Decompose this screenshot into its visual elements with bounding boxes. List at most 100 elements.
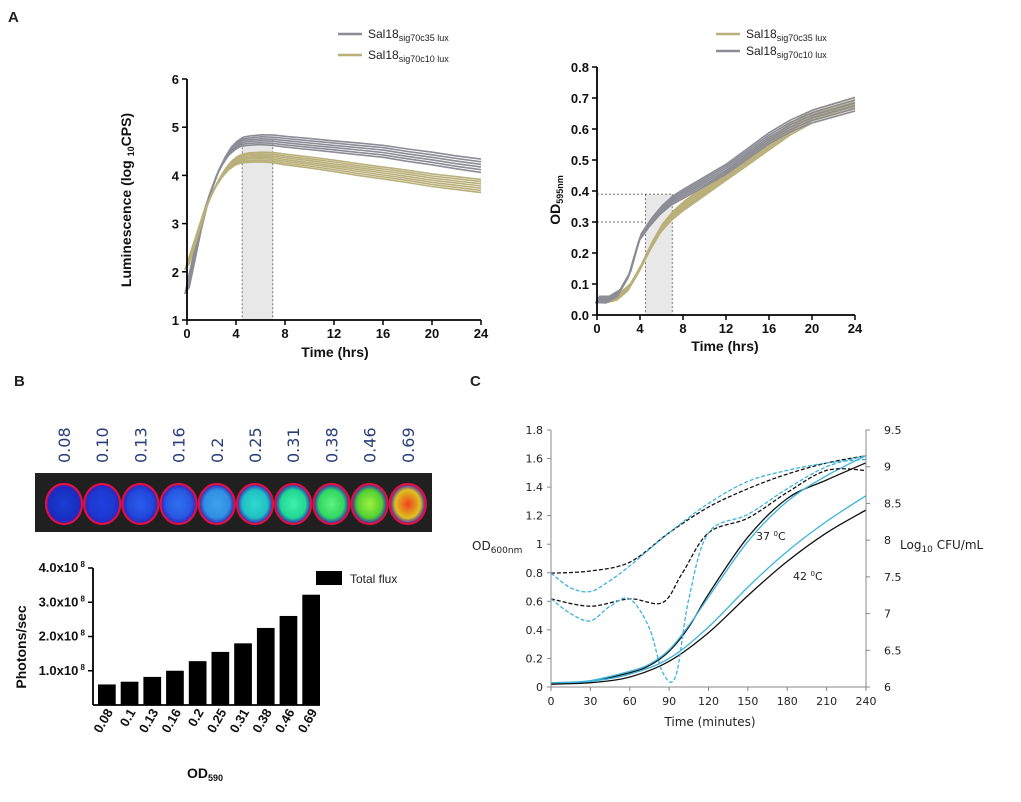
- chart-a2-ytick-label-0: 0.0: [571, 308, 589, 323]
- chart-b-ytick-label-4: 4.0x10 8: [39, 560, 86, 575]
- chart-a2-xtick-label-4: 16: [762, 321, 776, 336]
- well-1: [44, 482, 84, 526]
- chart-b-bar-4: [166, 670, 184, 705]
- chart-c-annotation-37c: 37 0C: [756, 530, 786, 543]
- chart-b-bar-1: [98, 684, 116, 705]
- chart-c-series-3: [550, 509, 867, 685]
- chart-a1-legend-label-1: Sal18sig70c35 lux: [368, 27, 449, 43]
- chart-b-total-flux: 0.08 0.10.130.16 0.20.250.310.380.460.69 1.…: [13, 560, 397, 783]
- chart-c-ytick-left-label-7: 1.4: [526, 481, 544, 494]
- chart-a1-series-2-replicate-7: [188, 151, 482, 265]
- chart-b-bar-3: [143, 676, 162, 705]
- chart-c-ytick-right-label-0: 6: [884, 681, 891, 694]
- chart-a2-ytick-label-8: 0.8: [571, 60, 589, 75]
- chart-a2-series-1-replicate-4: [597, 103, 856, 301]
- chart-a2-series-1-replicate-3: [596, 105, 856, 302]
- chart-a2-series-2-replicate-5: [598, 99, 856, 299]
- chart-a2-series-1-replicate-7: [598, 96, 856, 298]
- chart-c-xtick-label-8: 240: [856, 695, 877, 708]
- chart-a2-ylabel: OD595nm: [547, 175, 565, 225]
- chart-c-ytick-left-label-4: 0.8: [526, 567, 544, 580]
- chart-a1-legend: Sal18sig70c35 lux Sal18sig70c10 lux: [338, 27, 449, 64]
- chart-b-ylabel: Photons/sec: [13, 605, 29, 688]
- chart-a2-ytick-label-3: 0.3: [571, 215, 589, 230]
- chart-b-xtick-label-3: 0.13: [136, 706, 162, 735]
- chart-c-xtick-label-1: 30: [583, 695, 597, 708]
- chart-c-ytick-left-label-2: 0.4: [526, 624, 544, 637]
- chart-a1-xtick-label-2: 8: [281, 326, 288, 341]
- chart-a1-xtick-label-1: 4: [232, 326, 240, 341]
- well-od-label-6: 0.25: [246, 427, 265, 463]
- chart-c-xlabel: Time (minutes): [663, 715, 755, 729]
- chart-c-series-2: [550, 455, 867, 684]
- chart-b-bar-9: [279, 615, 298, 705]
- chart-a2-legend-label-1: Sal18sig70c35 lux: [746, 27, 827, 43]
- chart-c-ylabel-left: OD600nm: [472, 539, 522, 556]
- chart-a1-shaded-region: [242, 139, 273, 320]
- chart-b-bar-6: [211, 651, 230, 705]
- chart-c-xtick-label-0: 0: [548, 695, 555, 708]
- chart-a2-xtick-label-6: 24: [848, 321, 863, 336]
- chart-a1-xtick-label-0: 0: [183, 326, 190, 341]
- chart-a2-xtick-label-0: 0: [593, 321, 600, 336]
- chart-a2-ytick-label-5: 0.5: [571, 153, 589, 168]
- chart-a1-ytick-label-0: 1: [172, 313, 179, 328]
- chart-b-bar-7: [234, 643, 252, 705]
- chart-a2-ytick-label-1: 0.1: [571, 277, 589, 292]
- chart-b-bar-10: [302, 594, 320, 705]
- panel-label-c: C: [470, 373, 481, 390]
- chart-c-xtick-label-2: 60: [623, 695, 637, 708]
- well-5: [197, 482, 236, 526]
- chart-b-ytick-label-1: 1.0x10 8: [39, 663, 86, 678]
- chart-b-xtick-label-9: 0.46: [272, 706, 298, 735]
- chart-b-xtick-label-6: 0.25: [204, 706, 230, 735]
- chart-c-ytick-right-label-7: 9.5: [884, 424, 902, 437]
- chart-a1-ytick-label-5: 6: [172, 72, 179, 87]
- chart-a2-ytick-label-7: 0.7: [571, 91, 589, 106]
- well-8: [312, 482, 351, 526]
- chart-a1-xtick-label-6: 24: [474, 326, 489, 341]
- chart-b-legend: Total flux: [316, 571, 397, 586]
- well-od-label-1: 0.08: [55, 427, 74, 463]
- chart-c-ytick-left-label-3: 0.6: [526, 595, 544, 608]
- chart-a2-series-2-replicate-1: [595, 110, 856, 304]
- chart-a1-xlabel: Time (hrs): [301, 344, 368, 360]
- chart-c-ytick-left-label-9: 1.8: [526, 424, 544, 437]
- chart-a2-ytick-label-2: 0.2: [571, 246, 589, 261]
- chart-a1-xtick-label-3: 12: [327, 326, 341, 341]
- chart-a2-series-2-replicate-3: [596, 104, 856, 302]
- well-6: [235, 482, 275, 526]
- chart-c-ytick-left-label-6: 1.2: [526, 510, 544, 523]
- chart-a2-ytick-label-6: 0.6: [571, 122, 589, 137]
- chart-c-series-5: [550, 455, 867, 574]
- chart-a1-legend-label-2: Sal18sig70c10 lux: [368, 48, 449, 64]
- chart-c-xtick-label-3: 90: [662, 695, 676, 708]
- chart-c-series-4: [550, 495, 867, 684]
- chart-c-annotation-42c: 42 0C: [793, 570, 823, 583]
- chart-c-ytick-left-label-5: 1: [536, 538, 543, 551]
- chart-b-xtick-label-8: 0.38: [249, 706, 275, 735]
- well-od-label-8: 0.38: [322, 427, 341, 463]
- chart-a1-series-2-replicate-4: [186, 156, 482, 268]
- chart-b-xlabel: OD590: [187, 765, 223, 783]
- chart-b-xtick-label-5: 0.2: [185, 706, 207, 729]
- chart-a2-series-2-replicate-4: [597, 102, 856, 300]
- well-3: [121, 482, 160, 526]
- well-2: [83, 482, 122, 526]
- panel-label-a: A: [8, 9, 19, 26]
- chart-c-ytick-left-label-8: 1.6: [526, 453, 544, 466]
- chart-a2-series-1-replicate-6: [598, 98, 856, 299]
- well-od-label-9: 0.46: [361, 427, 380, 463]
- well-od-label-7: 0.31: [284, 427, 303, 463]
- chart-b-xtick-label-7: 0.31: [227, 706, 253, 735]
- chart-b-ytick-label-2: 2.0x10 8: [39, 629, 86, 644]
- chart-c-ytick-right-label-6: 9: [884, 461, 891, 474]
- chart-a2-series-2-replicate-6: [598, 96, 856, 298]
- chart-c-xtick-label-5: 150: [737, 695, 758, 708]
- chart-c-ytick-right-label-5: 8.5: [884, 497, 902, 510]
- chart-a2-xtick-label-3: 12: [719, 321, 733, 336]
- chart-b-xtick-label-2: 0.1: [117, 706, 139, 729]
- chart-c-ytick-left-label-0: 0: [536, 681, 543, 694]
- chart-b-legend-label: Total flux: [350, 572, 397, 586]
